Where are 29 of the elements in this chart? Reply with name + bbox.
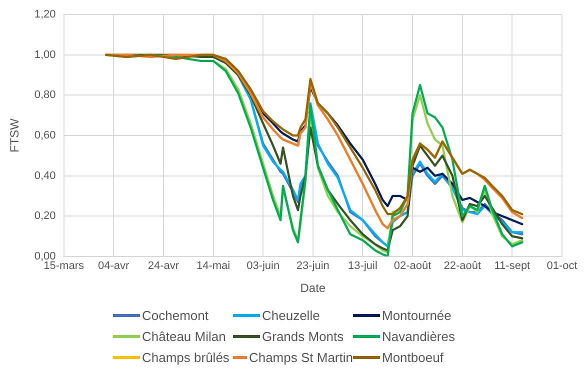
x-tick-label: 22-août	[444, 260, 482, 272]
x-tick-label: 14-mai	[196, 260, 230, 272]
x-tick-label: 24-avr	[148, 260, 180, 272]
x-tick-label: 13-juil	[348, 260, 378, 272]
y-tick-label: 0,20	[34, 210, 56, 222]
legend-label: Montboeuf	[382, 350, 444, 365]
legend-label: Château Milan	[142, 329, 226, 344]
legend-label: Cheuzelle	[262, 308, 320, 323]
y-tick-label: 0,80	[34, 89, 56, 102]
legend-label: Montournée	[382, 308, 452, 323]
y-tick-label: 0,00	[34, 250, 56, 262]
x-tick-label: 11-sept	[494, 260, 530, 272]
legend-label: Cochemont	[142, 308, 208, 323]
legend-label: Navandières	[382, 329, 455, 344]
x-tick-label: 02-août	[394, 260, 432, 272]
x-tick-label: 03-juin	[246, 260, 280, 272]
y-tick-label: 0,60	[34, 130, 56, 142]
x-tick-label: 04-avr	[98, 260, 130, 272]
x-tick-label: 01-oct	[546, 260, 578, 272]
x-axis-title: Date	[300, 281, 326, 296]
x-tick-label: 15-mars	[44, 260, 84, 272]
y-tick-label: 0,40	[34, 170, 56, 182]
legend-label: Grands Monts	[262, 329, 344, 344]
y-tick-label: 1,00	[34, 48, 56, 61]
x-tick-label: 23-juin	[296, 260, 330, 272]
legend-label: Champs St Martin	[248, 350, 353, 365]
y-tick-label: 1,20	[34, 8, 56, 21]
y-axis-title: FTSW	[8, 118, 22, 152]
legend-label: Champs brûlés	[142, 350, 230, 365]
